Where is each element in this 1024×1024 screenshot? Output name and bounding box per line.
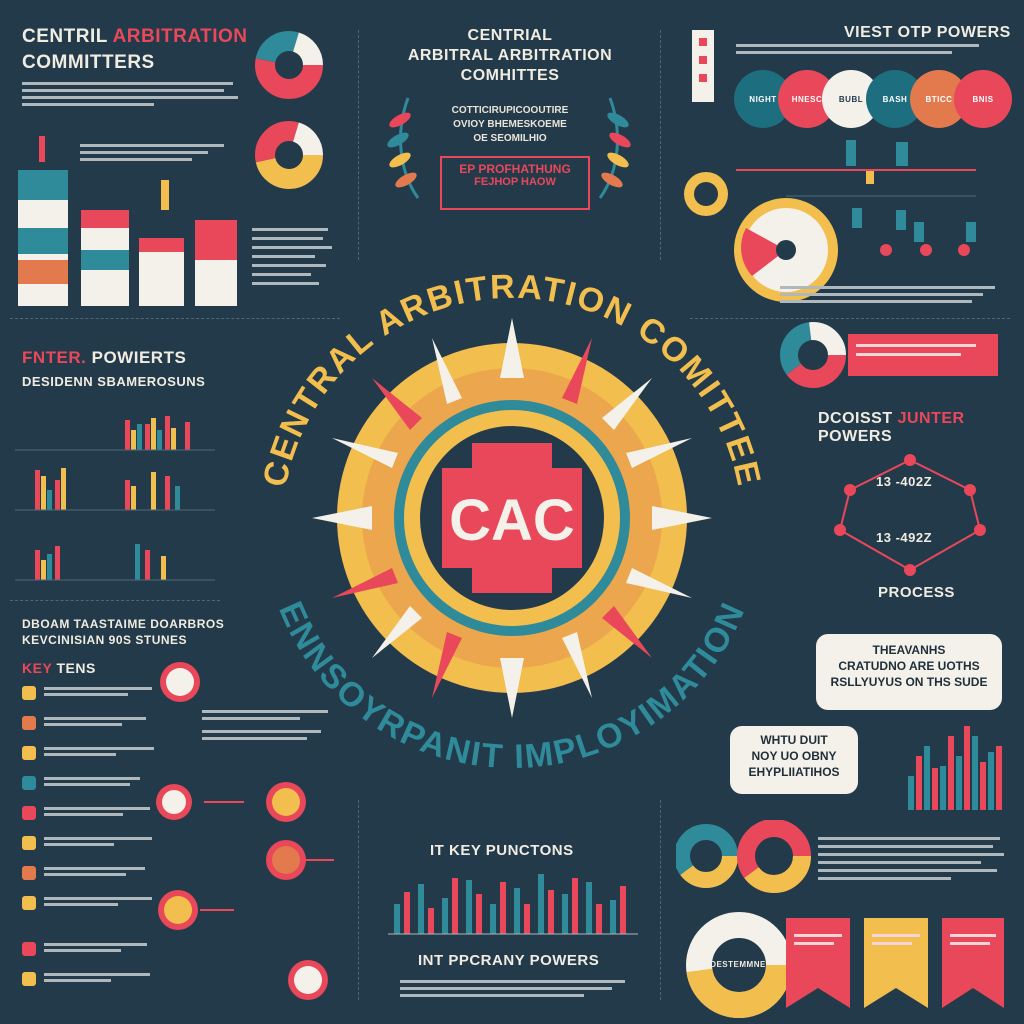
ribbon-banner: EP PROFHATHUNG FEJHOP HAOW [440,156,590,210]
header-left-placeholder-text [22,78,242,110]
bar-chart-bottom-center [388,874,638,935]
divider [660,30,661,260]
sunburst-rays [312,318,712,718]
header-left-line1: CENTRIL ARBITRATION [22,26,248,48]
process-title-word3: POWERS [818,428,893,445]
stacked-columns-illustration [18,136,237,306]
process-label-top: 13 -402Z [876,474,933,489]
powers-title: INT PPCRANY POWERS [418,952,600,969]
red-info-strip [848,334,998,376]
donut-chart-bottom [686,912,792,1018]
ribbon-line1: EP PROFHATHUNG [459,162,571,176]
emblem-badge-text: CAC [449,488,575,553]
left-section-title-word1: FNTER. [22,348,87,367]
key-terms-word2: TENS [56,660,96,676]
process-title-word2: JUNTER [897,410,965,427]
bar-chart-small-right [908,726,1002,810]
donut-placeholder-text [252,222,336,291]
left-section-subtitle: DESIDENN SBAMEROSUNS [22,374,206,389]
donut-chart-mid [255,121,323,189]
list-item [22,894,162,922]
list-item [22,744,162,772]
header-center-line2: ARBITRAL ARBITRATION [407,47,613,64]
flow-network-illustration [684,140,976,302]
speech-large-line1: THEAVANHS [872,643,946,657]
columns-placeholder-text [80,140,240,165]
speech-small-line3: EHYPLIIATIHOS [748,765,840,779]
left-section-title-word2: POWIERTS [91,348,187,367]
process-cycle-diagram [834,454,986,576]
header-right-title: VIEST OTP POWERS [844,24,1011,41]
list-item [22,774,162,802]
powers-placeholder-text [400,976,630,1001]
donut-pair-illustration [676,820,811,893]
bottom-right-placeholder [818,832,1008,885]
list-item [22,684,162,712]
donut-chart-right [780,322,846,388]
grouped-bars-illustration [15,416,215,581]
header-left-word2: ARBITRATION [112,26,248,47]
header-left-word1: CENTRIL [22,26,108,47]
key-functions-title: IT KEY PUNCTONS [430,842,574,859]
avatar-placeholder-text [202,706,342,744]
emblem-cross-icon [442,443,582,593]
left-lower-line1: DBOAM TAASTAIME DOARBROS [22,617,225,631]
divider [660,800,661,1000]
list-item [22,714,162,742]
key-terms-title: KEY TENS [22,660,96,676]
header-left-line2: COMMITTERS [22,52,155,73]
banner-flags-illustration [786,918,1004,1008]
list-item [22,834,162,862]
divider [690,318,1010,319]
divider [358,800,359,1000]
center-small-line1: COTTICIRUPICOOUTIRE [451,105,569,116]
speech-bubble-large: THEAVANHS CRATUDNO ARE UOTHS RSLLYUYUS O… [816,634,1002,710]
laurel-left-icon [387,97,420,199]
donut-chart-top [255,31,323,99]
vertical-flag-icon [692,30,714,102]
process-title: DCOISST JUNTER POWERS [818,410,1024,446]
left-lower-heading: DBOAM TAASTAIME DOARBROS KEVCINISIAN 90S… [22,616,224,648]
left-lower-line2: KEVCINISIAN 90S STUNES [22,633,188,647]
right-header-placeholder [736,40,1006,58]
center-small-text: COTTICIRUPICOOUTIRE OVIOY BHEMESKOEME OE… [440,104,580,146]
process-label-bottom: 13 -492Z [876,530,933,545]
header-center: CENTRIAL ARBITRAL ARBITRATION COMHITTES [380,26,640,86]
center-small-line3: OE SEOMILHIO [473,133,547,144]
list-item [22,864,162,892]
key-terms-word1: KEY [22,660,53,676]
speech-large-line2: CRATUDNO ARE UOTHS [838,659,980,673]
header-center-line3: COMHITTES [460,67,560,84]
donut-label: DESTEMMNE [710,960,766,969]
flow-placeholder-text [780,282,1006,307]
speech-large-line3: RSLLYUYUS ON THS SUDE [830,675,988,689]
list-item [22,970,162,998]
divider [10,318,340,319]
avatar-timeline-illustration [156,662,334,1000]
list-item [22,940,162,968]
divider [358,30,359,260]
speech-small-line2: NOY UO OBNY [751,749,837,763]
header-center-line1: CENTRIAL [467,27,553,44]
speech-bubble-small: WHTU DUIT NOY UO OBNY EHYPLIIATIHOS [730,726,858,794]
speech-small-line1: WHTU DUIT [760,733,828,747]
process-title-word1: DCOISST [818,410,893,427]
central-emblem: CAC CENTRAL ARBITRATION COMITTEE ENNSOYR… [256,268,766,776]
laurel-right-icon [598,97,631,199]
pill-6: BNIS [954,70,1012,128]
process-caption: PROCESS [878,584,955,601]
divider [10,600,220,601]
list-item [22,804,162,832]
left-section-title: FNTER. POWIERTS [22,348,186,368]
ribbon-line2: FEJHOP HAOW [474,176,556,188]
center-small-line2: OVIOY BHEMESKOEME [453,119,567,130]
